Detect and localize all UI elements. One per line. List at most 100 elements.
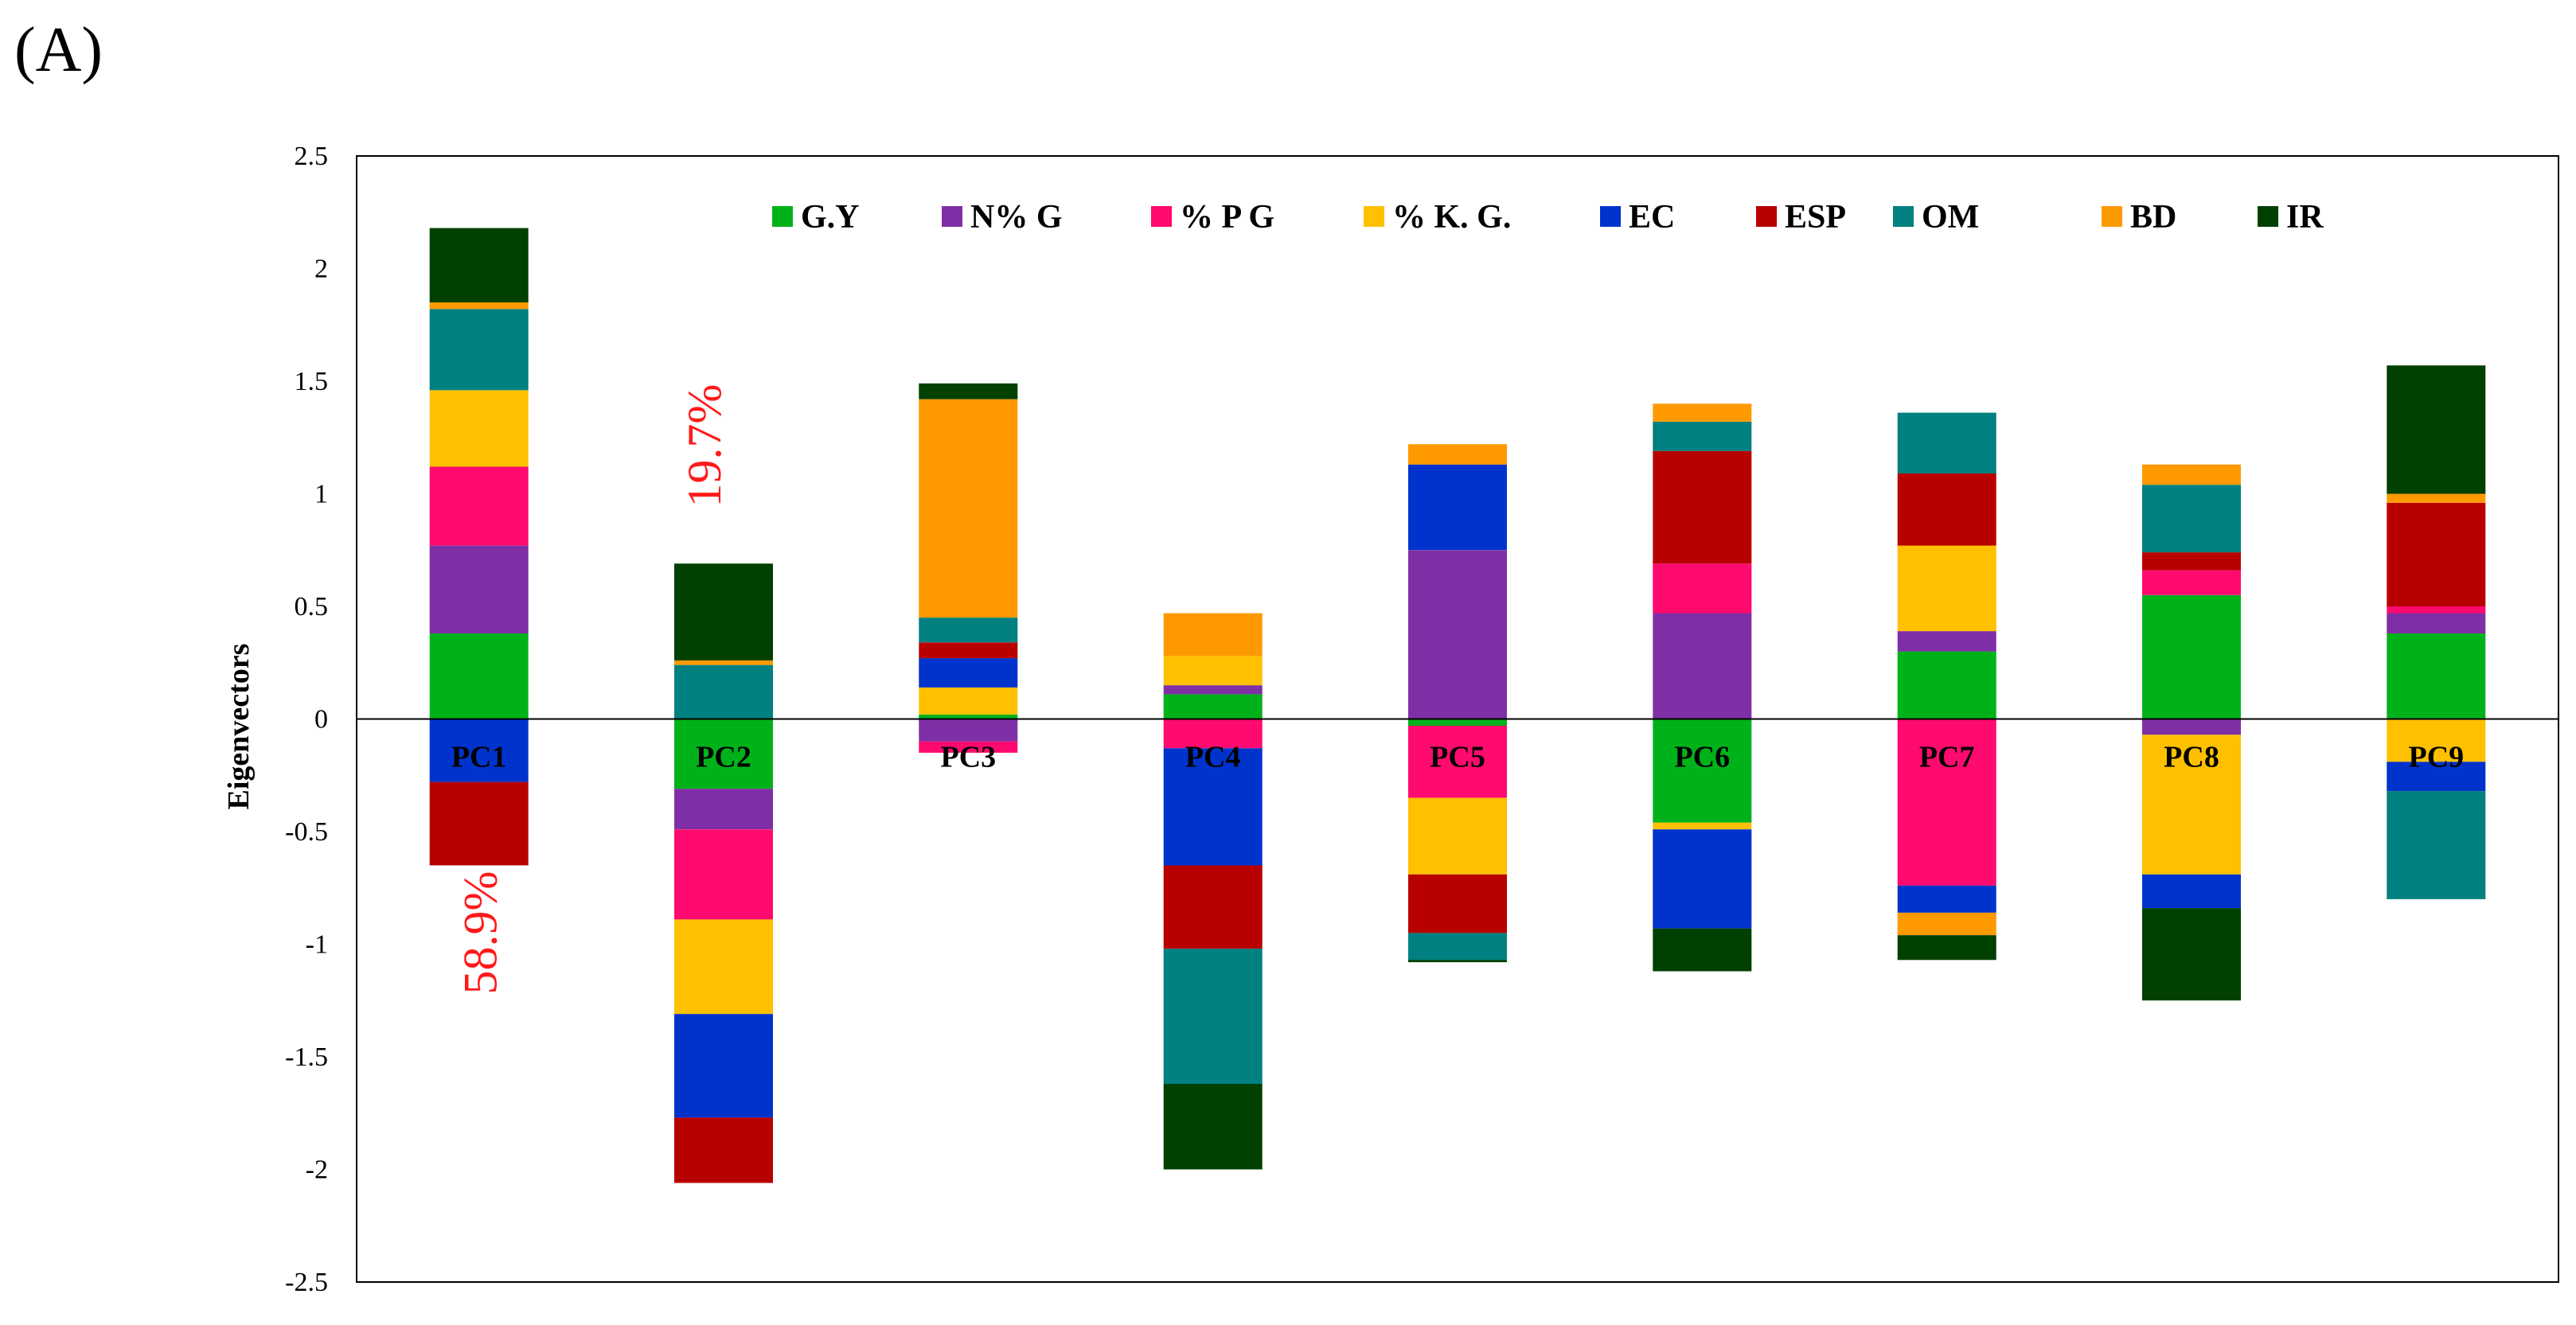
- bar-pc2-g-y: [674, 719, 773, 789]
- bar-pc5-k-g: [1408, 797, 1507, 875]
- bar-pc9-bd: [2387, 493, 2486, 503]
- bar-pc9-g-y: [2387, 633, 2486, 719]
- legend-swatch: [2258, 206, 2278, 227]
- bar-pc5-p-g: [1408, 726, 1507, 798]
- y-tick-label: 0: [314, 705, 328, 735]
- bar-pc5-bd: [1408, 444, 1507, 465]
- bar-pc2-bd: [674, 660, 773, 665]
- legend-label: EC: [1629, 199, 1675, 236]
- annotation-pc2: 19.7%: [678, 384, 731, 508]
- bar-pc7-ir: [1897, 935, 1996, 961]
- bar-pc3-ec: [919, 658, 1018, 688]
- bar-pc9-esp: [2387, 502, 2486, 606]
- bar-pc8-p-g: [2142, 570, 2241, 595]
- y-tick-label: 1: [314, 480, 328, 509]
- bar-pc7-p-g: [1897, 719, 1996, 886]
- bar-pc3-p-g: [919, 741, 1018, 753]
- legend-swatch: [772, 206, 793, 227]
- bar-pc8-bd: [2142, 464, 2241, 485]
- bar-pc2-ir: [674, 563, 773, 661]
- y-tick-label: -1: [306, 930, 328, 960]
- legend-label: BD: [2130, 199, 2176, 236]
- bar-pc4-g-y: [1163, 694, 1263, 719]
- bar-pc5-g-y: [1408, 719, 1507, 726]
- category-label-pc5: PC5: [1430, 741, 1485, 774]
- legend-label: % K. G.: [1392, 199, 1511, 236]
- bar-pc8-ir: [2142, 908, 2241, 1001]
- y-tick-label: 2.5: [295, 142, 329, 171]
- bar-pc5-ir: [1408, 960, 1507, 963]
- category-label-pc7: PC7: [1919, 741, 1975, 774]
- bar-pc1-n-g: [429, 545, 529, 633]
- category-label-pc2: PC2: [696, 741, 751, 774]
- bar-pc9-ir: [2387, 365, 2486, 494]
- legend-swatch: [1893, 206, 1914, 227]
- bar-pc4-p-g: [1163, 719, 1263, 749]
- bar-pc7-g-y: [1897, 651, 1996, 719]
- axes-layer: [356, 155, 2559, 1283]
- legend-item-n-g: N% G: [942, 199, 1063, 236]
- y-axis-title: Eigenvectors: [222, 644, 256, 810]
- bar-pc7-ec: [1897, 885, 1996, 913]
- legend-item-g-y: G.Y: [772, 199, 860, 236]
- y-tick-label: -1.5: [285, 1042, 328, 1072]
- legend-label: ESP: [1785, 199, 1846, 236]
- bar-pc1-ir: [429, 228, 529, 302]
- y-tick-label: -0.5: [285, 817, 328, 847]
- bar-pc4-ec: [1163, 748, 1263, 866]
- bar-pc9-k-g: [2387, 719, 2486, 762]
- bar-pc1-bd: [429, 302, 529, 310]
- bar-pc3-om: [919, 618, 1018, 643]
- bar-pc7-bd: [1897, 912, 1996, 936]
- bar-pc8-ec: [2142, 874, 2241, 909]
- legend-label: IR: [2286, 199, 2324, 236]
- y-tick-label: -2: [306, 1155, 328, 1185]
- labels-layer: 2.5 2 1.5 1 0.5 0 -0.5 -1 -1.5 -2 -2.5 PC1 PC2 PC3 PC4…: [285, 142, 2464, 1297]
- bar-pc3-n-g: [919, 719, 1018, 742]
- bar-pc6-p-g: [1653, 563, 1752, 614]
- bar-pc2-esp: [674, 1117, 773, 1183]
- category-label-pc1: PC1: [451, 741, 507, 774]
- category-label-pc9: PC9: [2409, 741, 2465, 774]
- category-label-pc6: PC6: [1675, 741, 1731, 774]
- bar-pc8-esp: [2142, 552, 2241, 571]
- bar-pc7-n-g: [1897, 631, 1996, 652]
- category-label-pc3: PC3: [941, 741, 997, 774]
- bar-pc9-om: [2387, 791, 2486, 899]
- bar-pc4-esp: [1163, 865, 1263, 949]
- legend-label: % P G: [1180, 199, 1274, 236]
- bar-pc6-ec: [1653, 829, 1752, 929]
- legend-swatch: [1151, 206, 1172, 227]
- bar-pc9-p-g: [2387, 606, 2486, 614]
- legend-swatch: [2102, 206, 2122, 227]
- category-label-pc4: PC4: [1185, 741, 1241, 774]
- bar-pc3-bd: [919, 399, 1018, 618]
- bar-pc6-n-g: [1653, 613, 1752, 719]
- bar-pc1-p-g: [429, 466, 529, 546]
- bar-pc2-p-g: [674, 829, 773, 920]
- bar-pc7-om: [1897, 412, 1996, 473]
- bar-pc2-ec: [674, 1014, 773, 1118]
- legend: G.Y N% G % P G % K. G. EC ESP OM BD IR: [772, 199, 2324, 236]
- bar-pc9-ec: [2387, 762, 2486, 792]
- bar-pc1-esp: [429, 781, 529, 866]
- panel-label: (A): [14, 15, 103, 85]
- bar-pc1-k-g: [429, 390, 529, 467]
- bar-pc2-n-g: [674, 789, 773, 830]
- legend-item-p-g: % P G: [1151, 199, 1274, 236]
- bar-pc4-om: [1163, 949, 1263, 1084]
- bar-pc8-n-g: [2142, 719, 2241, 735]
- bar-pc4-bd: [1163, 613, 1263, 657]
- legend-swatch: [1600, 206, 1621, 227]
- legend-item-bd: BD: [2102, 199, 2176, 236]
- bar-pc6-om: [1653, 421, 1752, 451]
- bar-pc4-n-g: [1163, 685, 1263, 695]
- bar-pc5-n-g: [1408, 550, 1507, 719]
- bar-pc7-esp: [1897, 473, 1996, 546]
- bar-pc6-g-y: [1653, 719, 1752, 823]
- legend-label: OM: [1922, 199, 1979, 236]
- legend-item-om: OM: [1893, 199, 1979, 236]
- bar-pc7-k-g: [1897, 545, 1996, 632]
- bar-pc8-om: [2142, 485, 2241, 553]
